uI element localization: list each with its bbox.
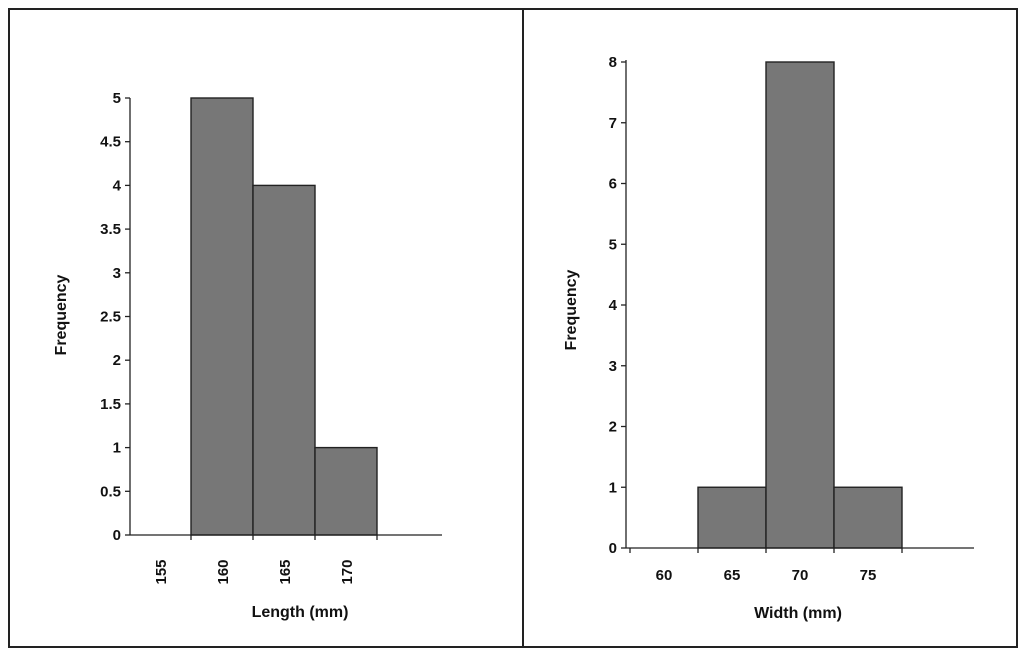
bar-165 — [252, 184, 316, 536]
y-tick-label: 7 — [609, 115, 617, 132]
x-tick-label: 60 — [656, 567, 673, 584]
x-tick-label: 65 — [724, 567, 741, 584]
x-axis-title: Length (mm) — [252, 604, 349, 621]
y-tick-label: 4 — [113, 177, 122, 194]
x-axis-title: Width (mm) — [754, 605, 842, 622]
x-tick-label: 75 — [860, 567, 877, 584]
y-axis-title: Frequency — [563, 269, 580, 350]
length-histogram: 0 0.5 1 1.5 2 2.5 3 3.5 4 4.5 5 155 160 165 170 Frequ… — [53, 90, 442, 621]
y-tick-label: 1 — [609, 479, 617, 496]
x-tick-label: 165 — [277, 559, 294, 584]
y-tick-label: 5 — [113, 90, 121, 107]
y-tick-label: 3 — [113, 265, 121, 282]
y-tick-label: 8 — [609, 54, 617, 71]
y-tick-label: 1.5 — [100, 396, 121, 413]
y-tick-label: 2.5 — [100, 309, 121, 326]
y-tick-label: 5 — [609, 236, 617, 253]
bar-75 — [833, 486, 903, 549]
x-tick-label: 155 — [153, 559, 170, 584]
width-histogram: 0 1 2 3 4 5 6 7 8 60 65 70 75 Frequency Width (mm) — [563, 54, 974, 622]
x-tick-label: 160 — [215, 559, 232, 584]
y-tick-label: 6 — [609, 176, 617, 193]
bar-160 — [190, 97, 254, 536]
y-tick-label: 3.5 — [100, 221, 121, 238]
y-tick-label: 0 — [113, 527, 121, 544]
y-tick-label: 3 — [609, 358, 617, 375]
x-tick-label: 170 — [339, 559, 356, 584]
y-tick-label: 4 — [609, 297, 618, 314]
bar-170 — [314, 446, 378, 536]
y-tick-label: 4.5 — [100, 134, 121, 151]
y-axis-title: Frequency — [53, 274, 70, 355]
x-tick-label: 70 — [792, 567, 809, 584]
y-tick-label: 2 — [113, 352, 121, 369]
bar-65 — [697, 486, 767, 549]
width-histogram-panel: 0 1 2 3 4 5 6 7 8 60 65 70 75 Frequency Width (mm) — [522, 8, 1018, 648]
y-tick-label: 1 — [113, 440, 121, 457]
bar-70 — [765, 61, 835, 549]
y-tick-label: 0.5 — [100, 483, 121, 500]
length-histogram-panel: 0 0.5 1 1.5 2 2.5 3 3.5 4 4.5 5 155 160 165 170 Frequ… — [8, 8, 524, 648]
y-tick-label: 2 — [609, 419, 617, 436]
y-tick-label: 0 — [609, 540, 617, 557]
